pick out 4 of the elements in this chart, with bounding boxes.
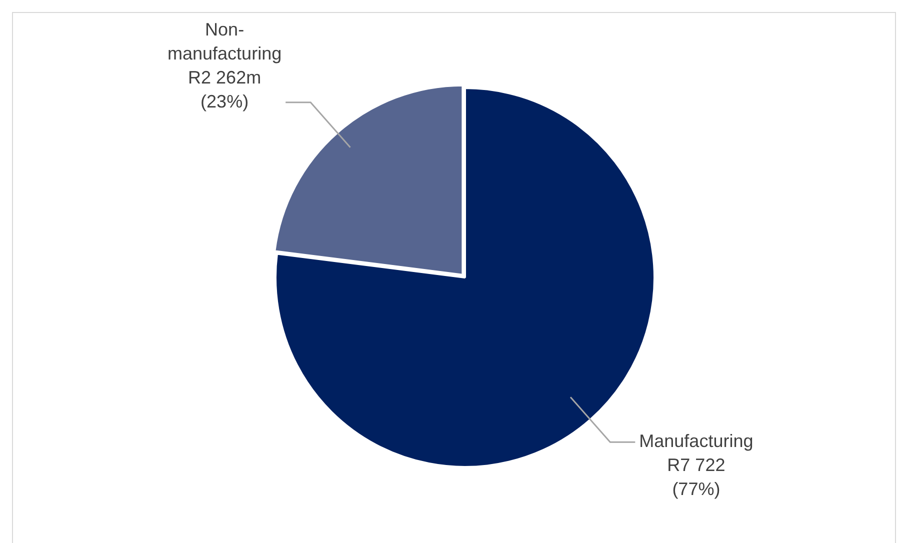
- data-label: R7 722 (77%): [667, 455, 726, 500]
- slice-label: Manufacturing: [639, 431, 754, 452]
- data-label: R2 262m (23%): [188, 67, 262, 112]
- slice-label: Non-manufacturing: [168, 19, 282, 64]
